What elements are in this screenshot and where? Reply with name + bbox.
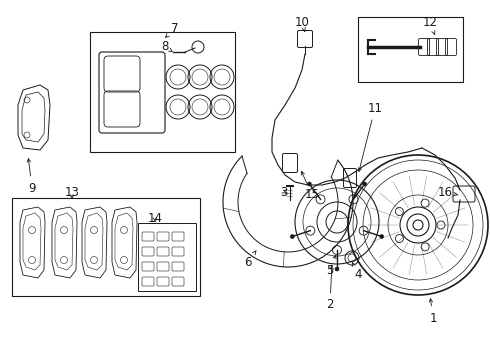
Text: 14: 14 [147,211,163,225]
Bar [90,32,235,152]
Text: 8: 8 [161,40,172,54]
Bar [12,198,200,296]
Text: 6: 6 [244,251,256,269]
Text: 1: 1 [429,299,437,324]
Circle shape [335,267,339,271]
Text: 9: 9 [27,159,36,194]
Text: 4: 4 [352,263,362,282]
Circle shape [380,234,384,239]
Text: 16: 16 [438,185,458,198]
Text: 13: 13 [65,186,79,199]
Text: 7: 7 [166,22,179,37]
Text: 2: 2 [326,266,334,311]
Bar [358,17,463,82]
Bar [138,223,196,291]
Text: 5: 5 [326,256,336,276]
Circle shape [363,182,367,186]
Circle shape [307,182,311,186]
Circle shape [290,234,294,239]
Text: 11: 11 [358,102,383,171]
Text: 12: 12 [422,17,438,35]
Text: 10: 10 [294,15,310,31]
Text: 15: 15 [301,171,319,202]
Text: 3: 3 [280,185,288,198]
